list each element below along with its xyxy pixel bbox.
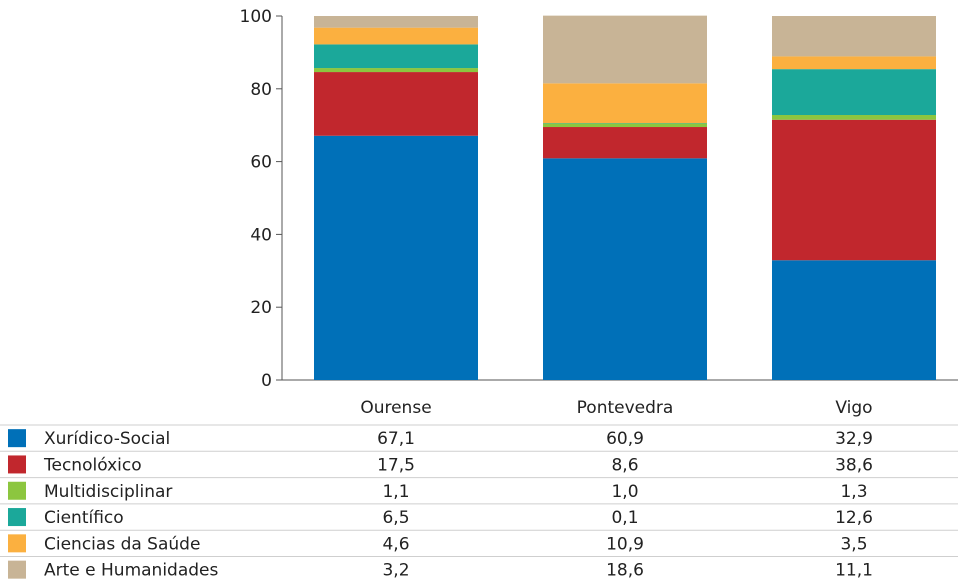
data-label: 4,6 (382, 534, 409, 554)
series-name: Ciencias da Saúde (44, 534, 200, 554)
bar-segment (772, 56, 936, 70)
x-axis-labels: Ourense Pontevedra Vigo (360, 398, 872, 418)
bar-segment (543, 158, 707, 380)
data-label: 10,9 (606, 534, 644, 554)
bar-segment (314, 27, 478, 45)
data-label: 17,5 (377, 455, 415, 475)
legend-swatch (8, 429, 26, 448)
data-label: 3,5 (840, 534, 867, 554)
data-label: 0,1 (611, 508, 638, 528)
data-label: 18,6 (606, 561, 644, 581)
data-label: 1,3 (840, 482, 867, 502)
bar-segment (314, 16, 478, 28)
bar-segment (543, 15, 707, 84)
bar-segment (314, 135, 478, 380)
bar-stacks (314, 15, 936, 380)
bar-segment (543, 123, 707, 128)
bar-segment (543, 127, 707, 159)
series-name: Multidisciplinar (44, 482, 172, 502)
x-category-label: Pontevedra (577, 398, 674, 418)
y-tick-label: 40 (250, 225, 272, 245)
data-label: 12,6 (835, 508, 873, 528)
y-tick-label: 60 (250, 153, 272, 173)
series-name: Xurídico-Social (44, 429, 170, 449)
series-name: Arte e Humanidades (44, 561, 219, 581)
y-tick-label: 100 (240, 7, 272, 27)
y-tick-label: 20 (250, 298, 272, 318)
data-label: 6,5 (382, 508, 409, 528)
y-tick-label: 0 (261, 371, 272, 391)
y-tick-label: 80 (250, 80, 272, 100)
data-label: 11,1 (835, 561, 873, 581)
x-category-label: Vigo (835, 398, 872, 418)
series-name: Tecnolóxico (43, 455, 142, 475)
data-label: 67,1 (377, 429, 415, 449)
bar-segment (314, 72, 478, 136)
x-category-label: Ourense (360, 398, 431, 418)
legend-swatch (8, 508, 26, 527)
data-label: 1,1 (382, 482, 409, 502)
legend-swatch (8, 534, 26, 553)
legend-swatch (8, 560, 26, 579)
data-table: Xurídico-Social 67,1 60,9 32,9 Tecnolóxico 17… (0, 424, 958, 581)
legend-swatch (8, 455, 26, 474)
bar-segment (543, 83, 707, 124)
bar-segment (314, 68, 478, 73)
bar-segment (772, 260, 936, 380)
bar-segment (772, 119, 936, 261)
data-label: 32,9 (835, 429, 873, 449)
data-label: 38,6 (835, 455, 873, 475)
series-name: Científico (44, 508, 124, 528)
bar-segment (772, 115, 936, 120)
data-label: 1,0 (611, 482, 638, 502)
data-label: 60,9 (606, 429, 644, 449)
data-label: 3,2 (382, 561, 409, 581)
bar-segment (772, 16, 936, 57)
bar-segment (772, 69, 936, 116)
bar-segment (314, 44, 478, 69)
legend-swatch (8, 481, 26, 500)
data-label: 8,6 (611, 455, 638, 475)
